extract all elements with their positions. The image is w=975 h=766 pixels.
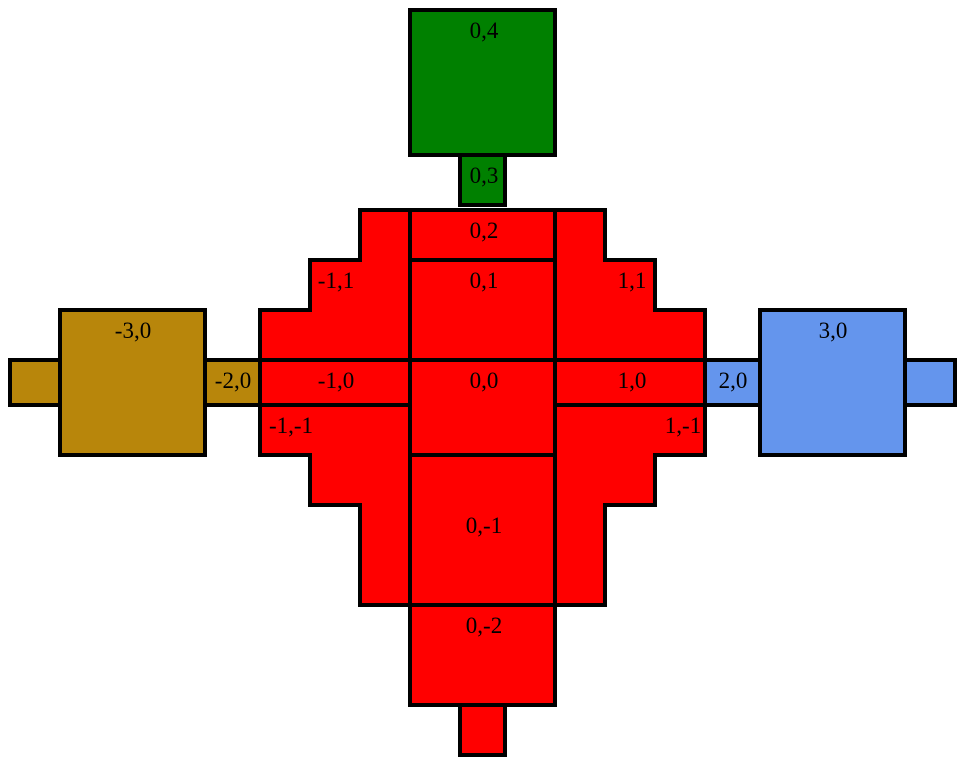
label-minus2-0: -2,0 <box>215 368 251 393</box>
tile-0-1 <box>408 258 557 362</box>
tile-minus1-1-outline <box>258 208 410 360</box>
label-0-4: 0,4 <box>470 18 499 43</box>
tile-1-minus1-outline <box>555 405 707 607</box>
label-minus1-1: -1,1 <box>318 268 354 293</box>
label-0-2: 0,2 <box>470 218 499 243</box>
tile-minus1-minus1-outline <box>258 405 410 607</box>
label-0-0: 0,0 <box>470 368 499 393</box>
tile-minus1-0 <box>258 358 412 407</box>
tile-0-3 <box>458 153 507 207</box>
tile-minus1-minus1-lower <box>360 505 410 605</box>
label-0-3: 0,3 <box>470 163 499 188</box>
label-2-0: 2,0 <box>719 368 748 393</box>
label-minus3-0: -3,0 <box>115 318 151 343</box>
tile-0-0 <box>408 358 557 457</box>
tile-0-minus3-stub <box>458 703 507 757</box>
label-0-1: 0,1 <box>470 268 499 293</box>
label-1-1: 1,1 <box>618 268 647 293</box>
label-0-minus2: 0,-2 <box>466 613 502 638</box>
label-0-minus1: 0,-1 <box>466 513 502 538</box>
tile-1-1-upper <box>555 210 605 260</box>
tile-1-minus1-upper <box>655 405 705 455</box>
label-1-0: 1,0 <box>618 368 647 393</box>
tile-minus1-1-upper <box>360 210 410 260</box>
tile-minus1-minus1 <box>310 405 410 505</box>
label-minus1-0: -1,0 <box>318 368 354 393</box>
tile-minus1-minus1-upper <box>260 405 310 455</box>
tile-1-1-outline <box>555 208 707 360</box>
label-minus1-minus1: -1,-1 <box>269 413 313 438</box>
tile-0-minus2 <box>408 603 557 707</box>
tile-minus1-1 <box>310 260 410 360</box>
tile-1-1 <box>555 260 655 360</box>
tile-minus1-1-lower <box>260 310 310 360</box>
tile-1-minus1 <box>555 405 655 505</box>
tile-1-1-lower <box>655 310 705 360</box>
label-3-0: 3,0 <box>819 318 848 343</box>
tile-2-0 <box>703 358 762 407</box>
tile-minus3-0 <box>58 308 207 457</box>
tile-1-minus1-lower <box>555 505 605 605</box>
tile-0-4 <box>408 8 557 157</box>
tile-0-2 <box>408 208 557 262</box>
tile-minus4-0-stub <box>8 358 62 407</box>
tile-4-0-stub <box>903 358 957 407</box>
label-1-minus1: 1,-1 <box>665 413 701 438</box>
tile-3-0 <box>758 308 907 457</box>
